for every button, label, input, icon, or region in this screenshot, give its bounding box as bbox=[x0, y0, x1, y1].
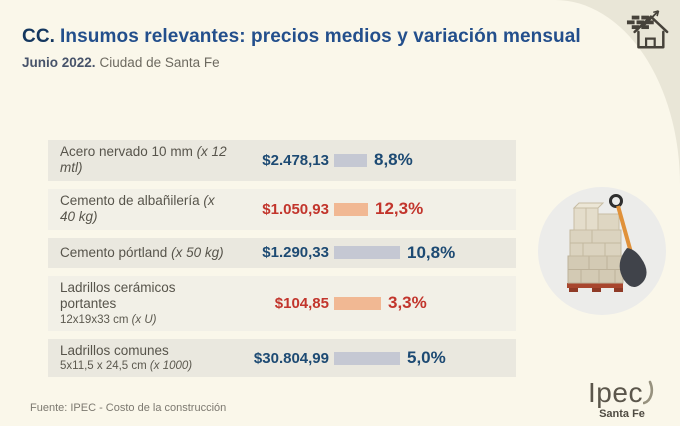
item-size: 5x11,5 x 24,5 cm bbox=[60, 360, 147, 373]
variation-value: 12,3% bbox=[375, 199, 424, 219]
variation-bar bbox=[334, 296, 381, 310]
table-row: Ladrillos comunes 5x11,5 x 24,5 cm (x 10… bbox=[48, 338, 516, 378]
item-name: Cemento pórtland bbox=[60, 244, 168, 260]
item-unit2: (x U) bbox=[128, 313, 157, 326]
item-name: Ladrillos cerámicos portantes bbox=[60, 279, 176, 312]
item-unit: (x 50 kg) bbox=[167, 244, 224, 260]
item-name: Ladrillos comunes bbox=[60, 342, 169, 358]
brick-pallet-shovel-illustration bbox=[537, 186, 667, 318]
price-value: $30.804,99 bbox=[253, 349, 329, 367]
report-code: CC. bbox=[22, 26, 56, 47]
table-row: Acero nervado 10 mm (x 12 mtl) $2.478,13… bbox=[48, 140, 516, 181]
variation-meter: 12,3% bbox=[334, 199, 506, 219]
item-label: Ladrillos comunes 5x11,5 x 24,5 cm (x 10… bbox=[60, 343, 227, 373]
item-name: Cemento de albañilería bbox=[60, 192, 200, 208]
source-note: Fuente: IPEC - Costo de la construcción bbox=[30, 402, 227, 414]
ipec-logo: Ipec Santa Fe bbox=[578, 379, 666, 420]
variation-bar bbox=[334, 246, 400, 260]
table-row: Ladrillos cerámicos portantes 12x19x33 c… bbox=[48, 275, 516, 331]
ipec-logo-region: Santa Fe bbox=[599, 408, 645, 420]
table-row: Cemento de albañilería (x 40 kg) $1.050,… bbox=[48, 188, 516, 230]
variation-value: 3,3% bbox=[388, 293, 427, 313]
item-name: Acero nervado 10 mm bbox=[60, 144, 193, 159]
variation-bar bbox=[334, 202, 368, 216]
period-label: Junio 2022. bbox=[22, 55, 96, 70]
page-header: CC. Insumos relevantes: precios medios y … bbox=[22, 26, 581, 70]
ipec-logo-text: Ipec bbox=[588, 377, 643, 408]
item-label: Cemento de albañilería (x 40 kg) bbox=[60, 193, 227, 226]
location-label: Ciudad de Santa Fe bbox=[99, 55, 220, 70]
price-value: $2.478,13 bbox=[262, 151, 329, 169]
price-value: $1.050,93 bbox=[262, 200, 329, 218]
price-table: Acero nervado 10 mm (x 12 mtl) $2.478,13… bbox=[48, 140, 516, 385]
page-subtitle: Junio 2022. Ciudad de Santa Fe bbox=[22, 55, 581, 70]
item-label: Acero nervado 10 mm (x 12 mtl) bbox=[60, 144, 227, 177]
item-unit2: (x 1000) bbox=[146, 360, 193, 373]
variation-bar bbox=[334, 351, 400, 365]
item-label: Cemento pórtland (x 50 kg) bbox=[60, 245, 227, 261]
price-value: $104,85 bbox=[274, 294, 329, 312]
variation-value: 5,0% bbox=[407, 348, 446, 368]
variation-value: 10,8% bbox=[407, 242, 456, 262]
variation-value: 8,8% bbox=[374, 150, 413, 170]
variation-meter: 10,8% bbox=[334, 243, 506, 263]
item-unit: (x 12 mtl) bbox=[60, 144, 227, 176]
variation-meter: 8,8% bbox=[334, 150, 506, 170]
item-label: Ladrillos cerámicos portantes 12x19x33 c… bbox=[60, 280, 227, 327]
variation-meter: 3,3% bbox=[334, 293, 506, 313]
table-row: Cemento pórtland (x 50 kg) $1.290,33 10,… bbox=[48, 237, 516, 268]
item-unit: (x 40 kg) bbox=[60, 192, 215, 225]
report-title-text: Insumos relevantes: precios medios y var… bbox=[60, 26, 581, 47]
variation-meter: 5,0% bbox=[334, 348, 506, 368]
price-value: $1.290,33 bbox=[262, 244, 329, 262]
item-size: 12x19x33 cm bbox=[60, 313, 129, 326]
variation-bar bbox=[334, 153, 367, 167]
page-title: CC. Insumos relevantes: precios medios y … bbox=[22, 26, 581, 48]
house-construction-icon bbox=[624, 8, 672, 52]
logo-swoosh-icon bbox=[642, 380, 654, 405]
